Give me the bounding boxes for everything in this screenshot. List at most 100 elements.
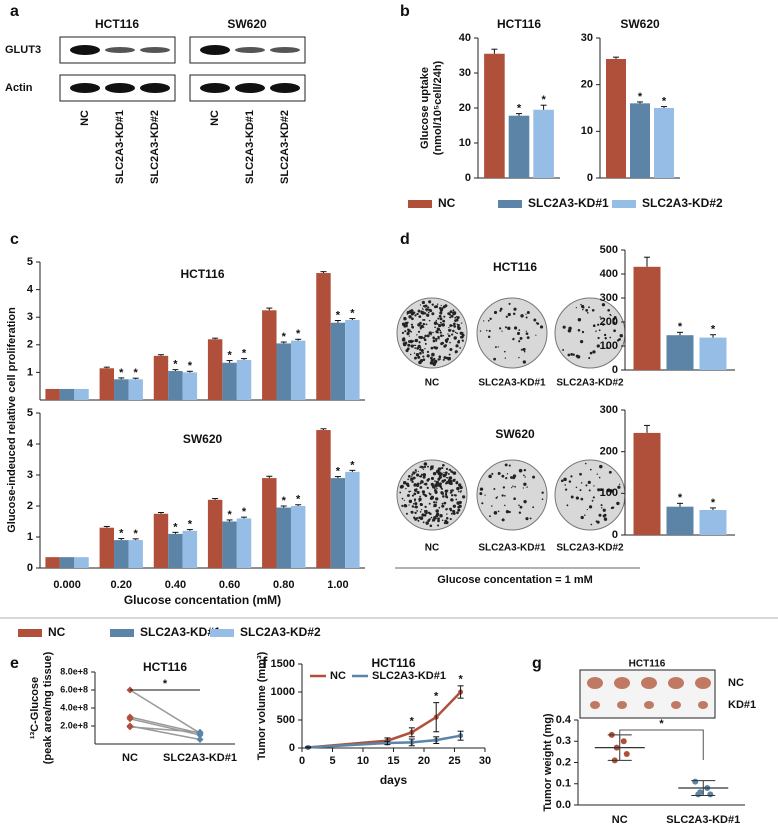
colony (570, 352, 574, 356)
colony (575, 496, 579, 500)
chart-title: HCT116 (143, 660, 187, 674)
colony (415, 352, 420, 357)
colony (504, 504, 506, 507)
bar (168, 533, 183, 568)
colony (595, 520, 598, 523)
colony (499, 309, 502, 312)
colony (439, 317, 443, 321)
colony (432, 336, 435, 339)
colony (562, 349, 565, 351)
colony (508, 302, 511, 306)
colony (575, 486, 578, 489)
colony (444, 493, 448, 496)
significance-label: * (282, 331, 287, 343)
bar (236, 359, 252, 400)
colony (434, 337, 438, 341)
colony (435, 501, 438, 504)
colony (435, 346, 439, 350)
colony (438, 475, 442, 479)
colony (439, 329, 442, 332)
panel-label: a (10, 3, 19, 20)
colony (523, 482, 527, 486)
y-axis-label: Glucose-indeuced relative cell prolifera… (6, 307, 18, 533)
colony (577, 318, 582, 322)
colony (453, 325, 457, 328)
significance-label: * (282, 495, 287, 507)
y-tick-label: 1 (27, 531, 33, 543)
colony (539, 325, 544, 329)
colony (424, 482, 428, 486)
colony (437, 335, 440, 339)
significance-label: * (659, 718, 664, 730)
colony (438, 506, 441, 509)
blot-lane-label: SLC2A3-KD#1 (114, 110, 126, 184)
colony (438, 324, 441, 327)
colony (422, 319, 424, 321)
colony (417, 355, 421, 359)
bar (236, 518, 252, 568)
y-tick-label: 1000 (271, 686, 295, 698)
colony (504, 494, 506, 497)
point (620, 738, 627, 745)
colony (479, 487, 484, 491)
blot-band (140, 47, 170, 53)
colony (450, 498, 454, 502)
significance-label: * (410, 716, 415, 728)
bar (699, 337, 727, 370)
colony (441, 342, 445, 345)
colony (414, 356, 417, 360)
colony (435, 497, 439, 501)
blot-title: HCT116 (95, 17, 139, 31)
colony (440, 485, 443, 489)
colony (520, 337, 522, 339)
colony (411, 313, 413, 316)
legend-swatch (408, 200, 432, 208)
colony (407, 331, 410, 334)
significance-label: * (638, 91, 643, 103)
y-tick-label: 20 (581, 79, 593, 91)
tumor (668, 677, 684, 689)
colony (610, 314, 612, 317)
colony (597, 336, 600, 340)
series-line (129, 689, 201, 734)
significance-label: * (678, 492, 683, 504)
colony (443, 521, 447, 525)
colony (408, 315, 412, 319)
bar (222, 362, 237, 400)
colony (419, 511, 422, 513)
colony (612, 506, 615, 509)
colony (607, 308, 611, 312)
colony (409, 339, 414, 344)
colony (433, 357, 436, 360)
colony (412, 476, 416, 480)
bar (484, 53, 505, 178)
colony (429, 493, 432, 496)
bar (630, 103, 650, 178)
colony (493, 487, 496, 490)
colony (442, 319, 446, 323)
colony (524, 476, 526, 478)
y-tick-label: 300 (600, 404, 618, 416)
y-tick-label: 500 (277, 714, 295, 726)
colony (587, 480, 591, 484)
colony (437, 517, 440, 521)
plate-label: SLC2A3-KD#1 (478, 378, 546, 389)
colony (412, 502, 415, 505)
y-axis-label: Glucose uptake (419, 67, 431, 149)
colony (457, 490, 460, 493)
y-tick-label: 0 (587, 172, 593, 184)
colony (421, 307, 424, 309)
blot-band (200, 45, 230, 55)
significance-label: * (350, 459, 355, 471)
tumor (698, 701, 708, 709)
colony (416, 509, 419, 512)
significance-label: * (517, 103, 522, 115)
colony (448, 476, 453, 480)
colony (533, 318, 537, 322)
colony (436, 487, 438, 490)
colony (457, 508, 461, 512)
colony (424, 334, 427, 338)
significance-label: * (350, 307, 355, 319)
significance-label: * (711, 497, 716, 509)
